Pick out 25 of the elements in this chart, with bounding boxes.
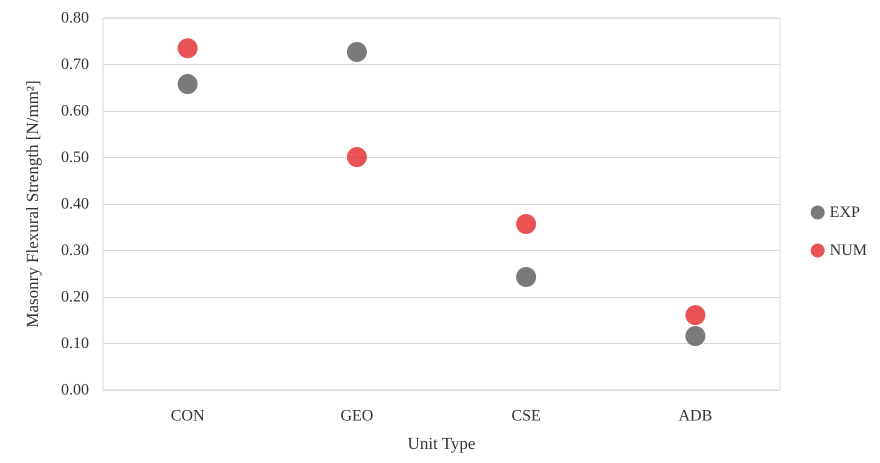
point [685,305,706,326]
y-tick-label: 0.50 [61,149,89,166]
y-tick-label: 0.30 [61,242,89,259]
point [346,147,367,168]
y-tick-label: 0.00 [61,382,89,398]
x-tick-label: CON [170,408,205,424]
legend-label: EXP [830,204,860,221]
x-tick-label: ADB [678,408,712,424]
legend-label: NUM [830,242,868,259]
point [516,214,536,234]
y-tick-label: 0.70 [61,56,89,73]
y-tick-label: 0.80 [61,10,89,26]
y-tick-label: 0.40 [61,196,89,212]
point [178,38,198,58]
y-tick-label: 0.10 [61,335,89,352]
x-tick-label: CSE [511,408,541,424]
point [178,74,198,94]
point [685,326,706,346]
point [516,267,536,287]
x-axis-title: Unit Type [408,434,476,453]
x-tick-label: GEO [340,408,374,424]
y-tick-label: 0.60 [61,102,89,120]
point [346,42,367,62]
y-axis-title: Masonry Flexural Strength [N/mm²] [23,80,42,328]
y-tick-label: 0.20 [61,288,89,306]
